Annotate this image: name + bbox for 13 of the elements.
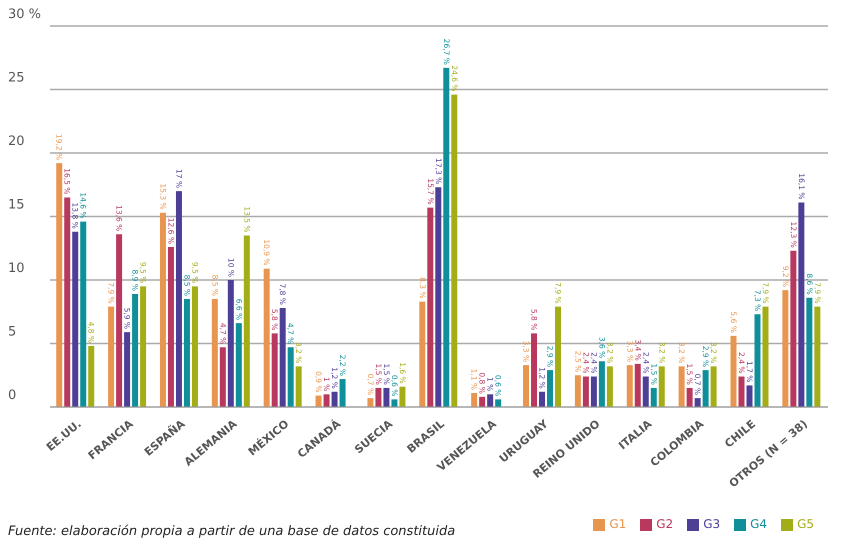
y-tick-label: 20 [8, 134, 25, 149]
y-tick-label: 15 [8, 198, 25, 212]
legend-label: G1 [609, 517, 626, 531]
legend-label: G4 [750, 517, 768, 531]
y-tick-label: 10 [8, 261, 25, 276]
legend-label: G5 [797, 517, 814, 531]
y-tick-label: 25 [8, 70, 25, 86]
source-note: Fuente: elaboración propia a partir de una base de datos constituida [8, 524, 456, 539]
y-tick-label: 0 [8, 388, 16, 403]
y-tick-label: 30 % [8, 7, 42, 22]
y-tick-label: 5 [8, 324, 16, 340]
legend-label: G3 [703, 517, 720, 531]
legend-label: G2 [656, 517, 674, 531]
